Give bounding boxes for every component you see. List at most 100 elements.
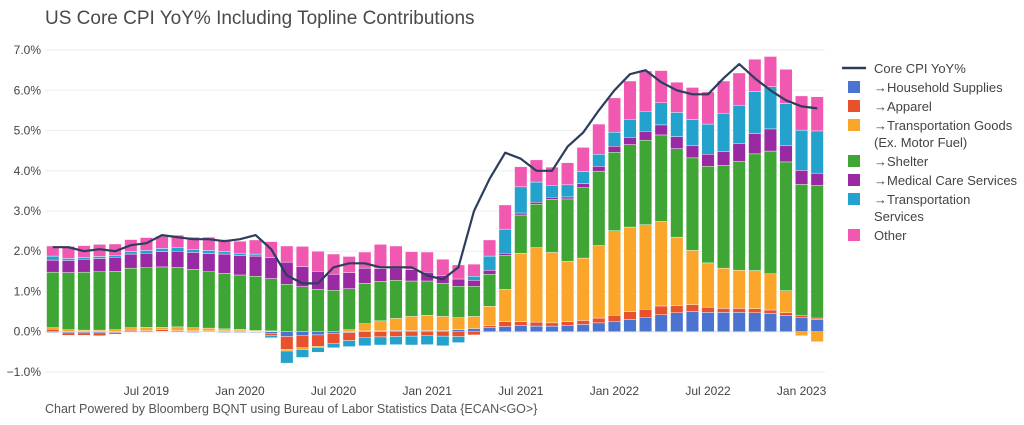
bar-segment [810,172,824,186]
bar-segment [420,280,434,316]
bar-segment [436,316,450,331]
legend-label: →Medical Care Services [874,173,1018,188]
bar-segment [748,133,762,155]
bar-segment [436,259,450,276]
y-tick-label: 1.0% [14,284,42,298]
bar-segment [607,315,621,322]
bar-segment [732,269,746,309]
bar-segment [249,255,263,277]
bar-segment [139,327,153,331]
bar-segment [171,247,185,252]
bar-segment [420,335,434,345]
legend-swatch [848,119,860,131]
bar-segment [342,288,356,330]
bar-segment [545,199,559,253]
bar-segment [685,157,699,251]
bar-segment [186,252,200,270]
bar-segment [93,256,107,259]
bar-segment [233,255,247,276]
bar-segment [108,329,122,332]
bar-segment [264,333,278,336]
bar-segment [529,247,543,323]
bar-segment [498,289,512,322]
bar-segment [732,104,746,144]
bar-segment [717,165,731,269]
bar-segment [342,272,356,289]
bar-segment [670,82,684,113]
bar-segment [264,257,278,279]
bar-segment [529,201,543,205]
x-tick-label: Jul 2020 [311,384,357,398]
bar-segment [280,284,294,332]
bar-segment [623,144,637,228]
bar-segment [639,317,653,332]
bar-segment [405,251,419,270]
bar-segment [654,102,668,126]
bar-segment [467,263,481,277]
bar-segment [576,147,590,172]
bar-segment [280,350,294,364]
bar-segment [795,129,809,171]
bar-segment [748,91,762,134]
bar-segment [717,80,731,114]
y-tick-label: 3.0% [14,204,42,218]
legend-swatch [848,155,860,167]
bar-segment [639,70,653,112]
legend-label: →Shelter [874,154,929,169]
bar-segment [576,257,590,321]
bar-segment [810,96,824,132]
bar-segment [77,271,91,331]
bar-segment [358,337,372,346]
legend-swatch [848,229,860,241]
bar-segment [779,145,793,163]
bar-segment [717,267,731,309]
bar-segment [249,253,263,257]
y-tick-label: −1.0% [7,365,42,379]
bar-segment [186,249,200,253]
bar-segment [545,197,559,200]
bar-segment [654,134,668,222]
bar-segment [280,331,294,337]
bar-segment [420,251,434,273]
bar-segment [108,271,122,330]
bar-segment [61,329,75,332]
bar-segment [358,283,372,324]
bar-segment [451,317,465,330]
bar-segment [186,327,200,332]
bar-segment [607,321,621,332]
bar-segment [561,198,575,262]
bar-segment [483,327,497,332]
bar-segment [389,245,403,269]
bar-segment [514,253,528,322]
bar-segment [420,331,434,336]
bar-segment [483,269,497,275]
bar-segment [108,332,122,335]
legend-label: →Transportation Goods (Ex. Motor Fuel) [874,118,1013,150]
x-axis: Jul 2019 Jan 2020 Jul 2020 Jan 2021 Jul 2021… [124,384,827,398]
bar-segment [451,278,465,287]
bar-segment [311,289,325,332]
bar-segment [498,228,512,254]
bar-segment [732,72,746,106]
bar-segment [685,145,699,159]
bar-segment [46,329,60,332]
bar-segment [701,166,715,264]
bar-segment [779,290,793,314]
y-tick-label: 2.0% [14,244,42,258]
bar-segment [155,266,169,328]
bar-segment [732,161,746,271]
x-tick-label: Jan 2020 [215,384,265,398]
bar-segment [373,281,387,322]
bar-segment [467,328,481,332]
bar-segment [77,259,91,273]
bar-segment [795,184,809,316]
bar-segment [46,245,60,257]
bar-segment [389,267,403,281]
bar-segment [358,267,372,284]
bar-segment [654,70,668,103]
bar-segment [327,290,341,332]
x-tick-label: Jan 2022 [590,384,640,398]
bar-segment [249,275,263,331]
bar-segment [46,327,60,330]
bar-segment [483,255,497,271]
